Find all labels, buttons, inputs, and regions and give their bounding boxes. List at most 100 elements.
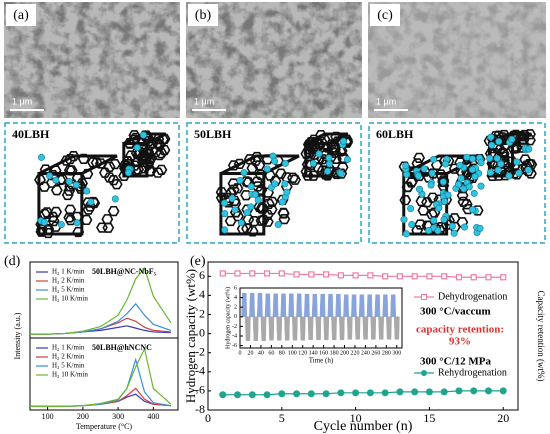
- atom: [283, 188, 291, 196]
- y-tick-label: -4: [232, 333, 237, 339]
- mesh-cell: [413, 170, 426, 182]
- panel-label: (b): [195, 8, 212, 23]
- atom: [221, 226, 229, 234]
- series-line: [30, 266, 172, 335]
- marker: [500, 274, 507, 281]
- atom: [515, 169, 523, 177]
- atom: [237, 219, 245, 227]
- marker: [470, 274, 477, 281]
- mesh-cell: [524, 135, 536, 146]
- cycle-trace: [288, 293, 295, 318]
- x-tick-label: 20: [497, 411, 509, 425]
- atom: [83, 187, 91, 195]
- cycle-trace: [346, 316, 353, 340]
- atom: [439, 178, 447, 186]
- marker: [455, 274, 463, 281]
- atom: [46, 172, 54, 180]
- atom: [470, 189, 478, 197]
- atom: [416, 185, 424, 193]
- marker: [396, 388, 404, 396]
- annotation: 300 °C/vaccum: [420, 306, 491, 318]
- marker: [455, 387, 463, 395]
- mesh-cell: [496, 132, 509, 143]
- mesh-cell: [155, 164, 168, 175]
- x-tick-label: 300: [392, 350, 401, 356]
- legend-marker: [421, 294, 427, 300]
- plot-frame: [207, 261, 519, 411]
- atom: [402, 230, 410, 238]
- atom: [251, 190, 259, 198]
- y-tick-label: -2: [195, 344, 205, 358]
- annotation: 93%: [449, 336, 471, 348]
- mesh-cell: [421, 197, 433, 208]
- x-tick-label: 60: [268, 350, 274, 356]
- atom: [488, 141, 496, 149]
- atom: [460, 223, 468, 231]
- model-label: 40LBH: [12, 127, 50, 141]
- atom: [247, 203, 255, 211]
- cycle-trace: [249, 293, 255, 318]
- y-tick-label: -8: [195, 402, 205, 416]
- mesh-cell: [229, 207, 242, 218]
- marker: [322, 271, 330, 278]
- mesh-cell: [128, 130, 141, 141]
- cycle-trace: [370, 316, 377, 340]
- mesh-cell: [316, 154, 329, 165]
- x-tick-label: 80: [279, 350, 285, 356]
- x-tick-label: 100: [42, 412, 54, 421]
- legend-label: Dehydrogenation: [438, 291, 507, 302]
- atom: [444, 191, 452, 199]
- y-tick-label: 2: [199, 306, 205, 320]
- atom: [87, 198, 95, 206]
- atom: [221, 210, 229, 218]
- scale-label: 1 μm: [194, 96, 214, 106]
- atom: [427, 181, 435, 189]
- legend-marker: [421, 370, 427, 376]
- marker: [263, 270, 271, 277]
- legend-label: H₂ 2 K/min: [52, 353, 85, 361]
- mesh-cell: [240, 190, 253, 201]
- marker: [263, 391, 271, 399]
- mesh-cell: [101, 214, 114, 225]
- model-box: [186, 122, 362, 244]
- atom: [40, 218, 48, 226]
- marker: [293, 390, 301, 398]
- atom: [450, 229, 458, 237]
- cube-model: [34, 151, 123, 239]
- cube-model: [215, 151, 301, 237]
- cycle-trace: [241, 293, 248, 318]
- mesh-cell: [515, 131, 528, 142]
- marker: [366, 389, 374, 397]
- x-tick-label: 5: [279, 411, 285, 425]
- atom: [441, 198, 449, 206]
- marker: [367, 272, 374, 279]
- atom: [465, 183, 473, 191]
- mesh-cell: [63, 185, 76, 196]
- atom: [495, 138, 503, 146]
- mesh-cell: [233, 158, 246, 169]
- x-tick-label: 15: [423, 411, 435, 425]
- mesh-cell: [108, 159, 121, 170]
- cycle-trace: [296, 293, 302, 318]
- atom: [457, 174, 465, 182]
- mesh-cell: [314, 130, 327, 141]
- mesh-cell: [411, 158, 424, 169]
- mesh-cell: [142, 135, 155, 147]
- mesh-cell: [34, 174, 46, 185]
- x-tick-label: 300: [112, 412, 124, 421]
- y-tick-label: -4: [195, 364, 205, 378]
- atom: [315, 150, 323, 158]
- mesh-cell: [430, 159, 443, 171]
- atom: [343, 155, 351, 163]
- atom: [254, 196, 262, 204]
- marker: [499, 387, 507, 395]
- scale-label: 1 μm: [376, 96, 396, 106]
- cycle-trace: [304, 293, 310, 318]
- mesh-cell: [301, 159, 314, 170]
- mesh-cell: [107, 175, 120, 186]
- x-tick-label: 180: [330, 350, 339, 356]
- cycle-trace: [351, 294, 357, 318]
- plot-frame: [239, 287, 403, 349]
- mesh-cell: [50, 185, 63, 196]
- atom: [309, 159, 317, 167]
